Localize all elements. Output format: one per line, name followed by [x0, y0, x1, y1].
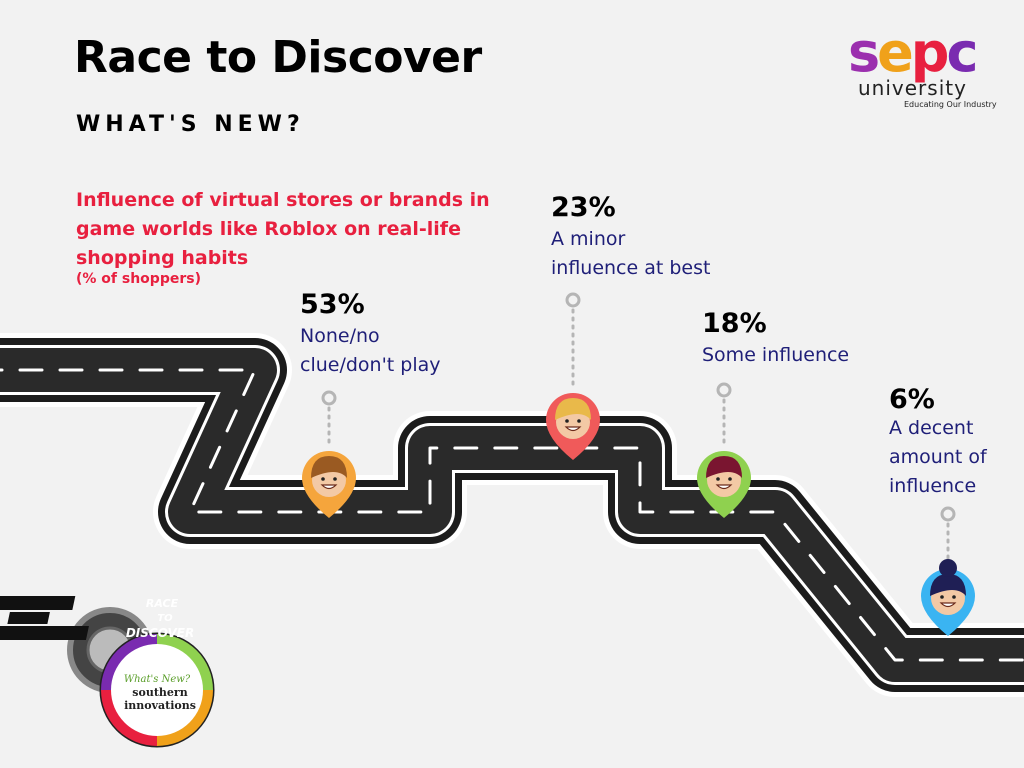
avatar-hair-icon: [555, 398, 591, 420]
category-label: None/no clue/don't play: [300, 325, 441, 376]
logo-tagline: Educating Our Industry: [904, 100, 997, 109]
avatar-smile-icon: [939, 602, 957, 608]
value-label: 6%: [889, 384, 935, 415]
page-title: Race to Discover: [74, 32, 482, 83]
sepc-university-logo: sepc university Educating Our Industry: [848, 21, 998, 110]
avatar-eye-icon: [716, 477, 720, 481]
avatar-eye-icon: [728, 477, 732, 481]
badge-text-race: RACE: [146, 597, 179, 610]
avatar-eye-icon: [952, 595, 956, 599]
avatar-hair-icon: [706, 456, 742, 478]
badge-text-discover: DISCOVER: [126, 626, 194, 640]
avatar-smile-icon: [320, 484, 338, 490]
avatar-eye-icon: [321, 477, 325, 481]
value-label: 18%: [702, 308, 767, 339]
chart-title: Influence of virtual stores or brands in…: [76, 189, 490, 269]
road: [0, 333, 1024, 697]
page-subtitle: WHAT'S NEW?: [76, 112, 305, 137]
badge-line-1: southern: [132, 686, 187, 699]
avatar-hair-icon: [930, 574, 966, 596]
value-label: 53%: [300, 289, 365, 320]
avatar-eye-icon: [565, 419, 569, 423]
leader-ring: [940, 506, 956, 522]
leader-ring: [565, 292, 581, 308]
avatar-eye-icon: [577, 419, 581, 423]
category-label: Some influence: [702, 344, 850, 366]
pins: [302, 292, 975, 636]
avatar-eye-icon: [940, 595, 944, 599]
badge-script: What's New?: [124, 674, 191, 685]
avatar-smile-icon: [564, 426, 582, 432]
leader-ring: [716, 382, 732, 398]
badge-text-to: TO: [157, 613, 173, 624]
category-label: A minor influence at best: [551, 228, 711, 279]
avatar-bun-icon: [939, 559, 957, 577]
badge-line-2: innovations: [124, 699, 196, 712]
avatar-hair-icon: [311, 456, 347, 478]
race-badge: RACE TO DISCOVER What's New? southern in…: [0, 596, 215, 748]
logo-sub: university: [858, 76, 967, 100]
logo-word: sepc: [848, 21, 978, 84]
chart-subtitle: (% of shoppers): [76, 271, 201, 287]
avatar-smile-icon: [715, 484, 733, 490]
value-label: 23%: [551, 192, 616, 223]
avatar-eye-icon: [333, 477, 337, 481]
category-label: A decent amount of influence: [889, 417, 987, 497]
leader-ring: [321, 390, 337, 406]
